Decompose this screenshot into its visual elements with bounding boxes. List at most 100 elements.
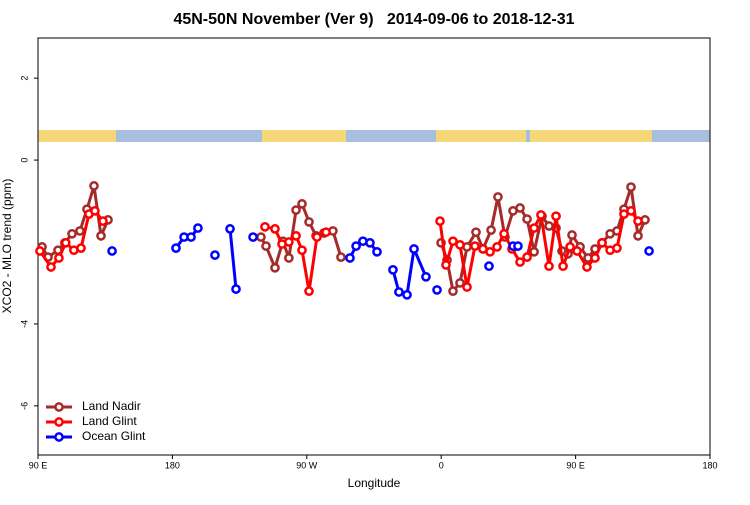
point	[409, 244, 419, 254]
point	[626, 206, 636, 216]
point	[35, 246, 45, 256]
x-tick-label: 0	[439, 460, 444, 470]
x-tick-label: 90 W	[296, 460, 318, 470]
point	[54, 253, 64, 263]
y-tick-label: -4	[19, 320, 29, 328]
x-tick-label: 180	[165, 460, 180, 470]
legend-label: Ocean Glint	[82, 429, 146, 443]
x-axis-label: Longitude	[348, 476, 401, 490]
y-tick-label: -6	[19, 402, 29, 410]
legend-marker	[54, 417, 64, 427]
point	[544, 261, 554, 272]
y-tick-label: 2	[19, 76, 29, 81]
y-tick-label: 0	[19, 158, 29, 163]
point	[582, 262, 592, 272]
point	[225, 224, 235, 234]
map-strip	[38, 130, 710, 142]
point	[46, 262, 56, 272]
legend-marker	[54, 402, 64, 412]
point	[336, 252, 346, 263]
point	[558, 261, 568, 272]
point	[421, 271, 431, 282]
point	[284, 253, 294, 263]
point	[261, 241, 271, 251]
point	[572, 246, 582, 256]
point	[171, 243, 181, 253]
point	[248, 232, 258, 242]
point	[455, 278, 465, 288]
point	[186, 232, 196, 242]
point	[448, 236, 458, 247]
x-tick-label: 90 E	[566, 460, 585, 470]
point	[644, 246, 654, 256]
point	[345, 253, 355, 263]
y-axis-label: XCO2 - MLO trend (ppm)	[0, 179, 14, 314]
point	[515, 203, 525, 213]
point	[492, 242, 502, 252]
point	[567, 230, 577, 240]
x-tick-label: 180	[702, 460, 717, 470]
point	[484, 261, 494, 272]
point	[485, 246, 495, 257]
point	[455, 240, 465, 250]
point	[96, 230, 106, 241]
land-strip	[436, 130, 526, 142]
point	[462, 282, 472, 292]
point	[260, 221, 270, 232]
point	[76, 243, 86, 253]
land-strip	[262, 130, 346, 142]
point	[297, 245, 307, 256]
point	[499, 228, 509, 239]
point	[565, 242, 575, 252]
point	[522, 252, 532, 263]
point	[394, 287, 404, 297]
point	[536, 210, 546, 220]
point	[90, 206, 100, 216]
point	[89, 181, 99, 191]
point	[529, 223, 539, 233]
point	[441, 260, 451, 270]
point	[486, 225, 496, 235]
point	[270, 262, 280, 273]
point	[297, 199, 307, 209]
point	[590, 253, 600, 263]
point	[513, 241, 523, 251]
point	[626, 182, 636, 192]
point	[284, 237, 294, 247]
point	[304, 217, 314, 227]
point	[432, 285, 442, 295]
point	[435, 216, 445, 226]
point	[551, 211, 561, 222]
point	[98, 216, 108, 226]
point	[312, 232, 322, 242]
point	[291, 230, 301, 241]
point	[321, 227, 331, 238]
legend-label: Land Glint	[82, 414, 137, 428]
point	[193, 223, 203, 233]
point	[231, 284, 241, 294]
point	[67, 228, 77, 239]
point	[597, 237, 607, 248]
point	[493, 192, 503, 202]
land-strip	[530, 130, 652, 142]
legend-label: Land Nadir	[82, 399, 141, 413]
point	[522, 214, 532, 224]
point	[351, 241, 361, 251]
point	[515, 257, 525, 267]
point	[470, 241, 480, 251]
point	[402, 289, 412, 300]
point	[372, 246, 382, 257]
legend-marker	[54, 432, 64, 442]
point	[60, 237, 71, 248]
point	[291, 205, 301, 215]
point	[529, 246, 539, 257]
point	[388, 264, 398, 275]
point	[448, 286, 458, 296]
point	[612, 243, 622, 253]
point	[365, 237, 375, 248]
point	[270, 224, 280, 234]
point	[304, 286, 314, 296]
point	[75, 226, 85, 236]
